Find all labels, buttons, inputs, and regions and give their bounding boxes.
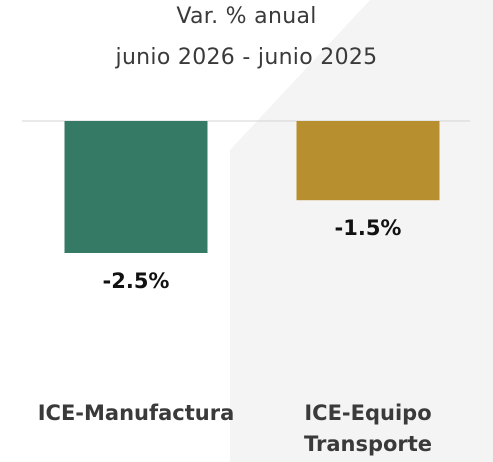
chart-subtitle: junio 2026 - junio 2025	[115, 45, 378, 70]
category-label-2-line-2: Transporte	[304, 432, 432, 456]
category-label-2-line-1: ICE-Equipo	[304, 401, 431, 425]
chart-marks: -2.5% ICE-Manufactura -1.5% ICE-Equipo Trans…	[38, 121, 440, 456]
data-label-1: -2.5%	[103, 269, 170, 293]
bar-2	[296, 121, 440, 201]
bar-1	[64, 121, 208, 253]
chart-title: Var. % anual	[176, 4, 317, 29]
category-label-1: ICE-Manufactura	[38, 401, 235, 425]
background-watermark-shape	[230, 0, 493, 462]
data-label-2: -1.5%	[335, 216, 402, 240]
